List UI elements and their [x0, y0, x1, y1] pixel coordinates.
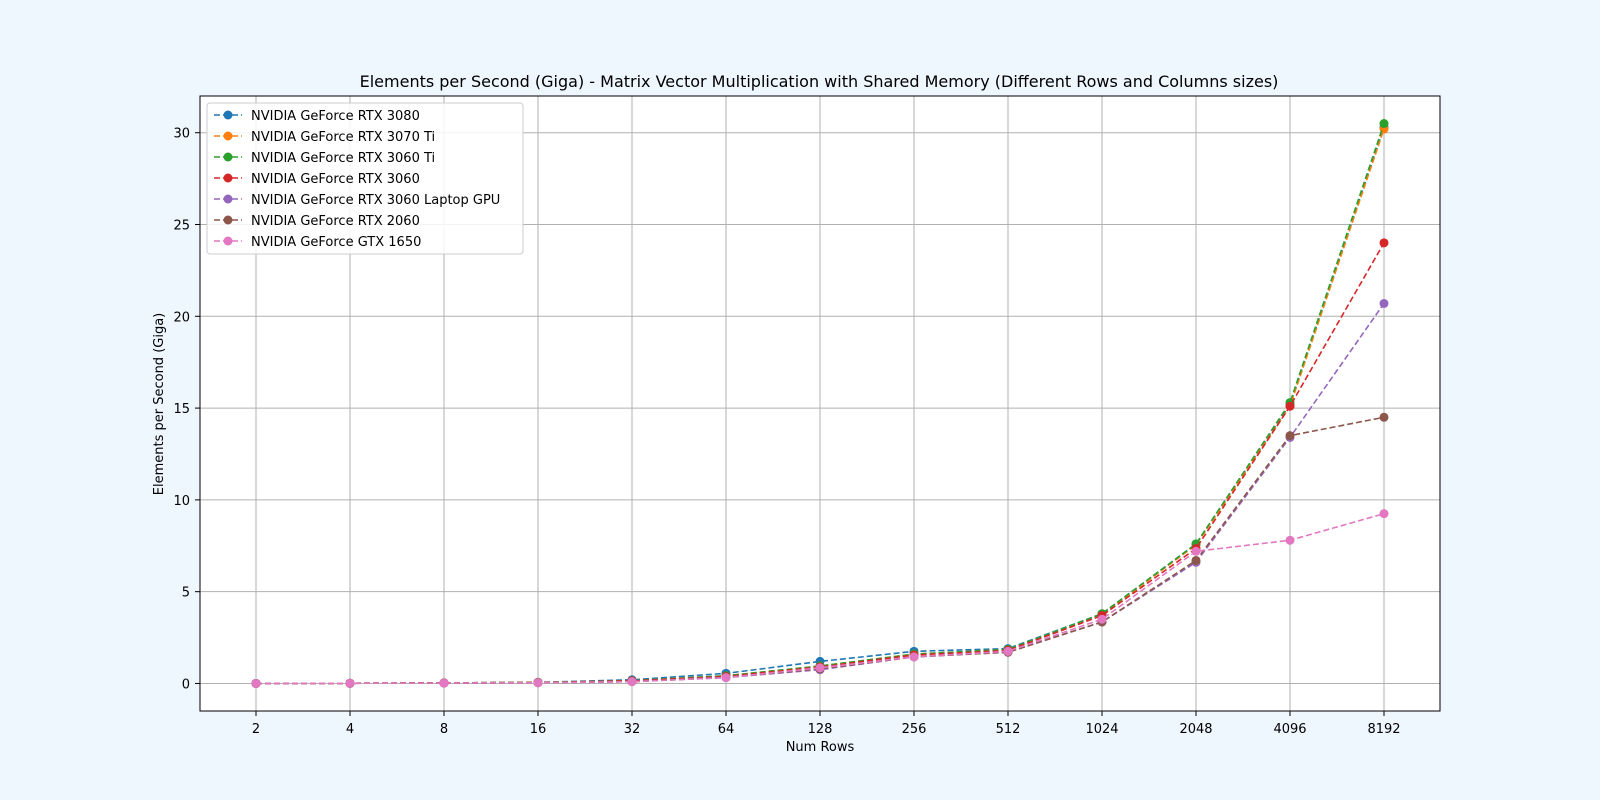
x-tick-label: 4 [346, 722, 354, 737]
y-tick-label: 15 [173, 402, 190, 417]
data-point [345, 678, 355, 688]
x-axis-label: Num Rows [786, 740, 855, 755]
x-tick-label: 64 [718, 722, 735, 737]
x-tick-label: 512 [996, 722, 1021, 737]
x-tick-label: 2048 [1179, 722, 1212, 737]
x-tick-label: 4096 [1273, 722, 1306, 737]
y-tick-label: 5 [182, 586, 190, 601]
data-point [815, 663, 825, 673]
legend-marker [223, 110, 233, 120]
legend-item: NVIDIA GeForce RTX 3080 [214, 109, 420, 124]
data-point [1285, 431, 1295, 441]
data-point [439, 678, 449, 688]
legend-label: NVIDIA GeForce RTX 3070 Ti [251, 130, 435, 145]
data-point [1191, 546, 1201, 556]
legend-item: NVIDIA GeForce RTX 2060 [214, 214, 420, 229]
x-tick-label: 1024 [1085, 722, 1118, 737]
y-tick-label: 20 [173, 310, 190, 325]
x-axis-ticks: 2 4 8 16 32 64 128 256 512 1024 2048 4096 8192 [252, 711, 1401, 737]
data-point [627, 677, 637, 687]
data-point [1003, 646, 1013, 656]
legend-marker [223, 215, 233, 225]
data-point [1191, 555, 1201, 565]
x-tick-label: 128 [808, 722, 833, 737]
legend-box [206, 102, 524, 255]
x-tick-label: 8192 [1367, 722, 1400, 737]
data-point [1379, 119, 1389, 129]
legend-label: NVIDIA GeForce GTX 1650 [251, 235, 421, 250]
legend-marker [223, 236, 233, 246]
legend-item: NVIDIA GeForce GTX 1650 [214, 235, 421, 250]
legend-label: NVIDIA GeForce RTX 2060 [251, 214, 420, 229]
data-point [251, 678, 261, 688]
x-tick-label: 256 [902, 722, 927, 737]
series-layer [251, 119, 1389, 688]
y-tick-label: 30 [173, 127, 190, 142]
x-tick-label: 16 [530, 722, 547, 737]
legend-item: NVIDIA GeForce RTX 3070 Ti [214, 130, 435, 145]
y-tick-label: 10 [173, 494, 190, 509]
data-point [533, 678, 543, 688]
y-axis-label: Elements per Second (Giga) [152, 313, 167, 495]
legend-marker [223, 131, 233, 141]
data-point [909, 652, 919, 662]
data-point [1285, 535, 1295, 545]
chart-title: Elements per Second (Giga) - Matrix Vect… [360, 72, 1279, 91]
y-axis-ticks: 0 5 10 15 20 25 30 [173, 127, 200, 692]
x-tick-label: 8 [440, 722, 448, 737]
data-point [1379, 412, 1389, 422]
data-point [721, 673, 731, 683]
x-tick-label: 32 [624, 722, 641, 737]
data-point [1379, 509, 1389, 519]
series [251, 509, 1389, 688]
legend-label: NVIDIA GeForce RTX 3060 Ti [251, 151, 435, 166]
data-point [1379, 298, 1389, 308]
legend-marker [223, 194, 233, 204]
legend-item: NVIDIA GeForce RTX 3060 Ti [214, 151, 435, 166]
y-tick-label: 0 [182, 677, 190, 692]
legend-marker [223, 152, 233, 162]
legend-item: NVIDIA GeForce RTX 3060 [214, 172, 420, 187]
legend-item: NVIDIA GeForce RTX 3060 Laptop GPU [214, 193, 500, 208]
legend-label: NVIDIA GeForce RTX 3060 Laptop GPU [251, 193, 500, 208]
data-point [1379, 238, 1389, 248]
data-point [1097, 614, 1107, 624]
x-tick-label: 2 [252, 722, 260, 737]
legend-label: NVIDIA GeForce RTX 3080 [251, 109, 420, 124]
legend-marker [223, 173, 233, 183]
y-tick-label: 25 [173, 219, 190, 234]
legend: NVIDIA GeForce RTX 3080 NVIDIA GeForce RT… [206, 102, 524, 255]
data-point [1285, 401, 1295, 411]
legend-label: NVIDIA GeForce RTX 3060 [251, 172, 420, 187]
